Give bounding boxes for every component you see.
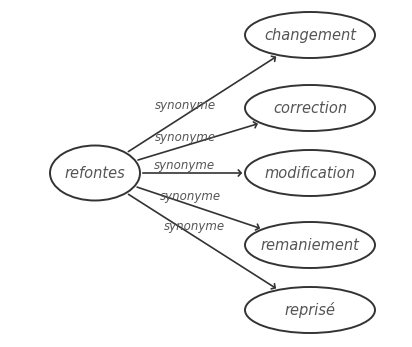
Text: synonyme: synonyme <box>155 131 216 144</box>
Ellipse shape <box>245 150 375 196</box>
Text: reprisé: reprisé <box>285 302 335 318</box>
Text: synonyme: synonyme <box>155 99 216 112</box>
Text: changement: changement <box>264 27 356 42</box>
Ellipse shape <box>50 145 140 201</box>
Text: synonyme: synonyme <box>154 159 215 171</box>
Text: correction: correction <box>273 101 347 116</box>
Text: remaniement: remaniement <box>260 237 359 253</box>
Text: refontes: refontes <box>65 166 125 180</box>
Text: synonyme: synonyme <box>164 220 225 234</box>
Ellipse shape <box>245 222 375 268</box>
Text: modification: modification <box>265 166 356 180</box>
Ellipse shape <box>245 12 375 58</box>
Text: synonyme: synonyme <box>160 190 222 203</box>
Ellipse shape <box>245 287 375 333</box>
Ellipse shape <box>245 85 375 131</box>
